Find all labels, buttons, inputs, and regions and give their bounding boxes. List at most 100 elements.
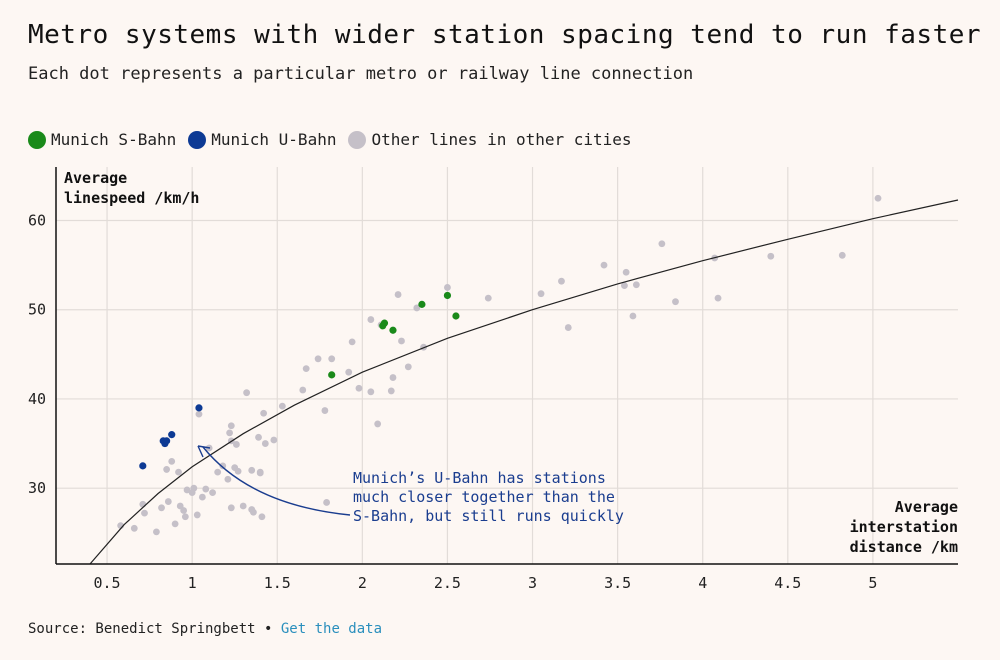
point-u-bahn bbox=[163, 437, 171, 445]
y-tick-label: 60 bbox=[28, 212, 46, 230]
legend-item-other[interactable]: Other lines in other cities bbox=[348, 130, 632, 149]
legend-label-s-bahn: Munich S-Bahn bbox=[51, 130, 177, 149]
point-other bbox=[153, 528, 160, 536]
point-other bbox=[171, 520, 179, 528]
point-other bbox=[484, 294, 492, 302]
point-other bbox=[314, 355, 322, 363]
trend-line bbox=[89, 199, 959, 565]
legend-swatch-u-bahn bbox=[188, 130, 207, 149]
point-other bbox=[227, 504, 235, 512]
point-other bbox=[214, 468, 222, 476]
y-tick-label: 30 bbox=[28, 479, 46, 497]
x-tick-label: 4.5 bbox=[774, 574, 801, 592]
point-other bbox=[256, 469, 264, 477]
y-axis-ticks: 30 40 50 60 bbox=[28, 212, 46, 498]
x-axis-label: Average interstation distance /km bbox=[850, 497, 958, 557]
point-other bbox=[389, 374, 397, 381]
x-tick-label: 3 bbox=[528, 574, 537, 592]
point-other bbox=[190, 484, 198, 492]
point-other bbox=[345, 368, 353, 376]
chart-subtitle: Each dot represents a particular metro o… bbox=[28, 64, 694, 84]
point-other bbox=[767, 252, 775, 260]
point-other bbox=[621, 282, 628, 290]
point-other bbox=[398, 337, 405, 345]
point-other bbox=[198, 493, 206, 501]
point-other bbox=[168, 458, 176, 465]
point-other bbox=[629, 312, 637, 320]
get-the-data-link[interactable]: Get the data bbox=[280, 621, 383, 637]
source-text: Source: Benedict Springbett • bbox=[28, 621, 273, 637]
y-tick-label: 50 bbox=[28, 301, 46, 319]
point-other bbox=[355, 384, 363, 392]
y-axis-label-line-2: linespeed /km/h bbox=[64, 189, 200, 207]
x-axis-label-line-1: Average bbox=[894, 498, 958, 516]
point-other bbox=[202, 485, 210, 493]
point-other bbox=[321, 407, 329, 414]
point-other bbox=[260, 409, 268, 417]
point-other bbox=[278, 402, 286, 410]
point-other bbox=[270, 436, 278, 444]
point-other bbox=[234, 467, 242, 475]
legend-swatch-s-bahn bbox=[28, 130, 46, 149]
point-other bbox=[255, 433, 262, 441]
point-other bbox=[323, 499, 330, 506]
point-other bbox=[564, 324, 572, 331]
x-tick-label: 4 bbox=[698, 574, 707, 592]
point-other bbox=[164, 498, 172, 505]
legend-item-u-bahn[interactable]: Munich U-Bahn bbox=[188, 130, 336, 149]
point-other bbox=[130, 524, 138, 532]
point-other bbox=[387, 387, 395, 395]
point-s-bahn bbox=[443, 291, 452, 300]
point-other bbox=[180, 507, 188, 514]
x-axis-label-line-3: distance /km bbox=[849, 538, 958, 556]
point-other bbox=[658, 240, 666, 248]
x-axis-ticks: 0.5 1 1.5 2 2.5 3 3.5 4 4.5 5 bbox=[94, 574, 878, 592]
point-other bbox=[838, 251, 846, 259]
point-other bbox=[258, 513, 266, 521]
point-other bbox=[444, 284, 451, 291]
point-other bbox=[299, 386, 307, 394]
point-other bbox=[348, 338, 356, 346]
point-other bbox=[250, 508, 257, 516]
source-line: Source: Benedict Springbett • Get the da… bbox=[28, 621, 382, 637]
point-other bbox=[248, 466, 256, 474]
point-other bbox=[600, 261, 608, 269]
point-other bbox=[367, 388, 375, 396]
point-u-bahn bbox=[195, 404, 203, 412]
x-axis-label-line-2: interstation bbox=[849, 518, 958, 536]
point-other bbox=[374, 420, 382, 428]
x-tick-label: 1 bbox=[188, 574, 197, 592]
point-s-bahn bbox=[452, 312, 460, 320]
point-other bbox=[226, 429, 233, 437]
point-u-bahn bbox=[168, 431, 176, 439]
point-other bbox=[175, 468, 182, 476]
point-other bbox=[243, 389, 251, 397]
point-other bbox=[632, 281, 640, 289]
point-other bbox=[874, 194, 882, 202]
legend-label-other: Other lines in other cities bbox=[371, 130, 632, 149]
point-other bbox=[195, 410, 203, 418]
point-other bbox=[139, 500, 147, 508]
x-tick-label: 2.5 bbox=[434, 574, 461, 592]
point-other bbox=[558, 277, 565, 285]
point-u-bahn bbox=[139, 462, 147, 470]
annotation-arrow bbox=[197, 445, 351, 516]
point-other bbox=[224, 475, 232, 483]
point-s-bahn bbox=[389, 326, 397, 334]
point-other bbox=[181, 513, 189, 521]
point-other bbox=[193, 511, 201, 519]
point-other bbox=[394, 291, 402, 298]
point-other bbox=[622, 268, 630, 276]
point-other bbox=[367, 316, 375, 323]
annotation-text: Munich’s U-Bahn has stations much closer… bbox=[353, 469, 624, 525]
point-other bbox=[261, 440, 269, 447]
y-axis-label-line-1: Average bbox=[64, 169, 128, 187]
legend-item-s-bahn[interactable]: Munich S-Bahn bbox=[28, 130, 176, 149]
x-tick-label: 1.5 bbox=[264, 574, 291, 592]
point-other bbox=[227, 422, 235, 430]
x-tick-label: 5 bbox=[868, 574, 877, 592]
x-tick-label: 0.5 bbox=[94, 574, 121, 592]
data-points bbox=[117, 194, 882, 536]
point-other bbox=[209, 489, 216, 497]
